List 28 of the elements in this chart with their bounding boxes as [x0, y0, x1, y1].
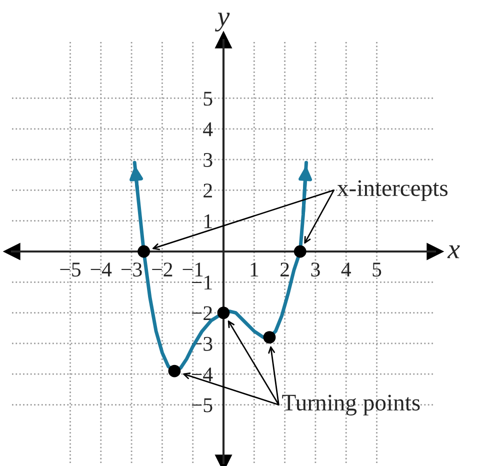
y-tick-label: 3	[204, 152, 212, 167]
y-axis-title: y	[215, 12, 230, 32]
y-tick-label: 4	[203, 122, 213, 136]
y-tick-label: −4	[192, 368, 213, 382]
x-tick-label: 3	[311, 262, 320, 277]
y-tick-label: 1	[204, 214, 212, 228]
x-tick-label: −5	[60, 262, 81, 277]
x-tick-label: −4	[90, 262, 112, 276]
point	[168, 364, 181, 378]
annotation: Turning points	[282, 394, 420, 416]
x-tick-label: 4	[341, 262, 351, 276]
x-tick-label: 5	[372, 262, 382, 277]
x-tick-label: −1	[182, 262, 203, 276]
x-tick-label: 2	[280, 262, 289, 276]
x-tick-label: −3	[122, 262, 142, 277]
annotation: x-intercepts	[337, 180, 448, 201]
point	[138, 245, 150, 258]
y-tick-label: −1	[192, 276, 212, 290]
y-tick-label: 2	[204, 184, 212, 198]
point	[217, 306, 230, 320]
y-tick-label: −2	[192, 306, 212, 320]
x-tick-label: −2	[152, 262, 172, 276]
x-tick-label: 1	[250, 262, 258, 276]
y-tick-label: −5	[192, 398, 212, 412]
point	[294, 245, 306, 258]
y-tick-label: 5	[204, 92, 212, 106]
point	[263, 331, 276, 344]
x-axis-title: x	[447, 245, 460, 258]
